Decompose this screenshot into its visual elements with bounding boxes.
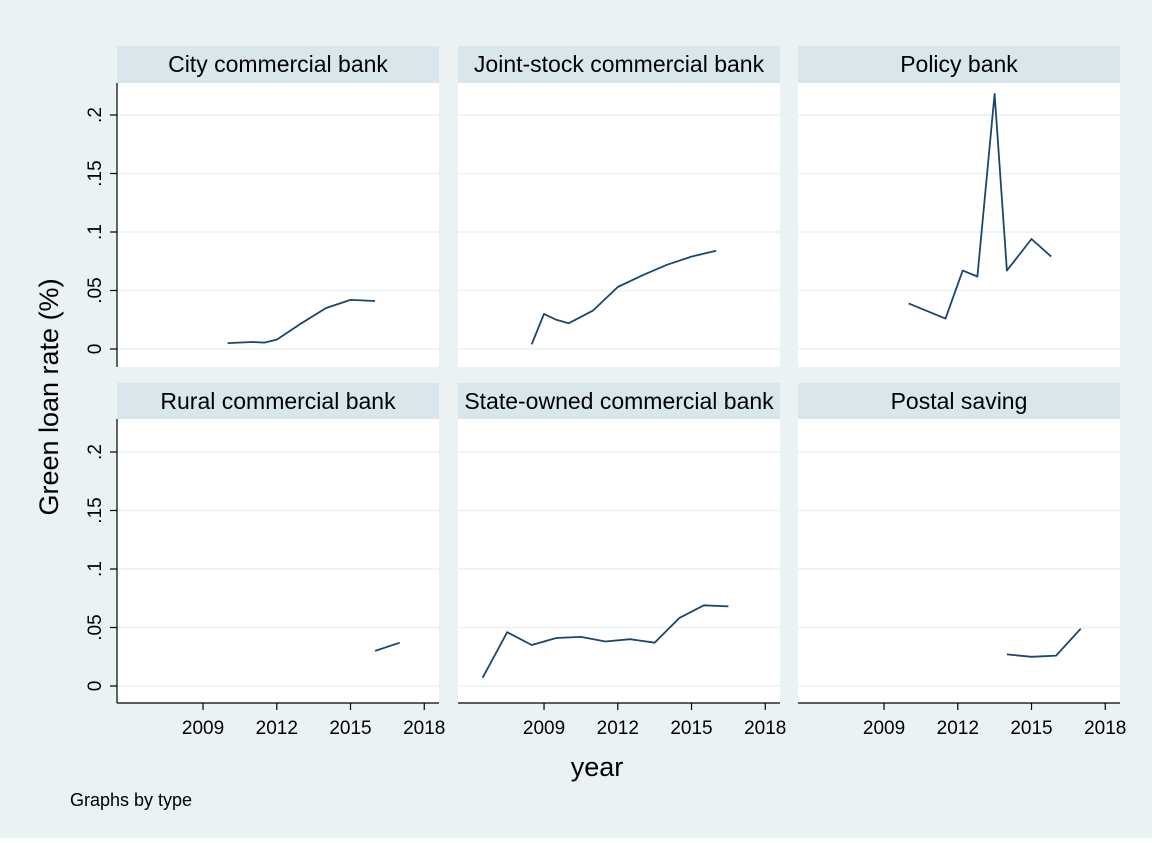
y-tick-label: .15: [85, 497, 106, 523]
series-line: [1006, 628, 1082, 658]
panel-title: Joint-stock commercial bank: [474, 51, 765, 77]
panel-title: Postal saving: [891, 388, 1028, 414]
series-line: [481, 604, 729, 679]
series-line: [530, 249, 717, 345]
x-tick-label: 2012: [256, 718, 298, 739]
y-tick-label: 0: [85, 344, 106, 355]
panel-title: Rural commercial bank: [160, 388, 396, 414]
x-tick-label: 2015: [329, 718, 371, 739]
plot-area: [458, 419, 780, 703]
x-tick-label: 2009: [863, 718, 905, 739]
graphs-by-note: Graphs by type: [70, 790, 192, 810]
panels-group: City commercial bank 0 .05 .1 .15 .2 Joint-sto…: [85, 46, 1126, 739]
series-line: [908, 93, 1052, 320]
x-tick-label: 2015: [1010, 718, 1052, 739]
plot-area: [117, 83, 439, 367]
panel-title: City commercial bank: [168, 51, 388, 77]
y-tick-label: .1: [85, 224, 106, 240]
plot-area: [798, 83, 1120, 367]
y-tick-label: .2: [85, 444, 106, 460]
panel-6: Postal saving 2009 2012 2015 2018: [798, 383, 1126, 739]
panel-strip: [117, 46, 439, 83]
x-tick-label: 2009: [182, 718, 224, 739]
plot-area: [458, 83, 780, 367]
panel-strip: [117, 383, 439, 420]
series-line: [374, 641, 400, 652]
x-tick-label: 2012: [937, 718, 979, 739]
panel-title: State-owned commercial bank: [464, 388, 774, 414]
panel-5: State-owned commercial bank 2009 2012 2015 2…: [458, 383, 786, 739]
series-line: [227, 298, 376, 344]
x-tick-label: 2018: [403, 718, 445, 739]
y-tick-label: .05: [85, 277, 106, 303]
y-tick-label: .2: [85, 107, 106, 123]
panel-strip: [458, 46, 780, 83]
panel-strip: [798, 383, 1120, 420]
y-tick-label: 0: [85, 681, 106, 692]
x-tick-label: 2012: [597, 718, 639, 739]
y-axis-label: Green loan rate (%): [34, 278, 64, 515]
x-tick-label: 2015: [670, 718, 712, 739]
panel-2: Joint-stock commercial bank: [458, 46, 780, 367]
x-tick-label: 2018: [744, 718, 786, 739]
y-tick-label: .15: [85, 160, 106, 186]
panel-1: City commercial bank 0 .05 .1 .15 .2: [85, 46, 439, 367]
panel-4: Rural commercial bank 0 .05 .1 .15 .2 2009 2012…: [85, 383, 445, 739]
x-tick-label: 2018: [1084, 718, 1126, 739]
panel-title: Policy bank: [900, 51, 1018, 77]
y-tick-label: .05: [85, 614, 106, 640]
panel-strip: [458, 383, 780, 420]
panel-3: Policy bank: [798, 46, 1120, 367]
y-tick-label: .1: [85, 561, 106, 577]
plot-area: [798, 419, 1120, 703]
x-axis-label: year: [571, 752, 624, 782]
panel-strip: [798, 46, 1120, 83]
plot-area: [117, 419, 439, 703]
x-tick-label: 2009: [523, 718, 565, 739]
